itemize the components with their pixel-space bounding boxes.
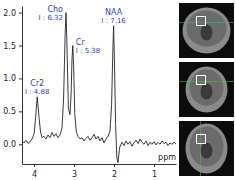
y-axis: 0.0 0.5 1.0 1.5 2.0 — [3, 7, 22, 165]
tick-mark — [154, 164, 155, 167]
mri-background — [179, 3, 234, 58]
tick: 1.0 — [3, 74, 22, 83]
tick-mark — [74, 164, 75, 167]
tick-label: 1.5 — [3, 42, 16, 51]
axis-line — [22, 7, 23, 165]
mri-ventricle — [201, 25, 213, 41]
tick-label: 1 — [152, 170, 157, 179]
tick-mark — [34, 164, 35, 167]
spectrum-line — [22, 13, 176, 163]
mri-brain — [190, 70, 224, 106]
mri-brain — [187, 11, 227, 47]
tick: 1 — [152, 164, 157, 179]
tick-label: 2 — [112, 170, 117, 179]
x-axis-title: ppm — [158, 153, 176, 162]
peak-label: Cr2 — [30, 79, 44, 88]
tick: 0.5 — [3, 107, 22, 116]
mri-ventricle — [201, 143, 213, 159]
peak-label: NAA — [105, 8, 123, 17]
tick-label: 0.5 — [3, 107, 16, 116]
peak-integral: I : 6.32 — [39, 14, 63, 22]
tick-label: 4 — [32, 170, 37, 179]
mri-head — [186, 124, 228, 174]
tick-mark — [19, 111, 22, 112]
tick-mark — [19, 144, 22, 145]
plot-area — [22, 13, 176, 163]
mri-head — [186, 67, 228, 113]
voxel-box — [197, 76, 206, 85]
mri-guide — [179, 22, 234, 23]
tick-mark — [114, 164, 115, 167]
peak-integral: I : 7.16 — [101, 17, 126, 25]
peak-label: Cr — [76, 38, 86, 47]
peak-label: Cho — [47, 5, 63, 14]
mri-background — [179, 62, 234, 117]
mri-ventricle — [201, 84, 213, 100]
background — [0, 0, 235, 180]
peak-integral: I : 5.38 — [76, 47, 100, 55]
mri-panels — [179, 3, 234, 176]
voxel-box — [197, 135, 206, 144]
mri-panel — [179, 121, 234, 176]
tick: 0.0 — [3, 140, 22, 149]
voxel-box — [197, 17, 206, 26]
mri-panel — [179, 62, 234, 117]
mri-guide — [179, 81, 234, 82]
mri-panel — [179, 3, 234, 58]
tick-label: 0.0 — [3, 140, 16, 149]
mri-background — [179, 121, 234, 176]
x-axis: 4 3 2 1 — [23, 164, 177, 179]
tick: 1.5 — [3, 42, 22, 51]
mri-guide — [200, 121, 201, 176]
tick: 4 — [32, 164, 37, 179]
tick-label: 1.0 — [3, 74, 16, 83]
tick-mark — [19, 13, 22, 14]
tick-label: 2.0 — [3, 9, 16, 18]
tick-mark — [19, 46, 22, 47]
mri-head — [183, 8, 231, 54]
mri-brain — [190, 127, 224, 167]
tick-mark — [19, 78, 22, 79]
tick-label: 3 — [72, 170, 77, 179]
tick: 3 — [72, 164, 77, 179]
tick: 2.0 — [3, 9, 22, 18]
tick: 2 — [112, 164, 117, 179]
peak-integral: I : 4.88 — [25, 88, 49, 96]
axis-line — [23, 164, 177, 165]
annotations: Cr2I : 4.88 ChoI : 6.32 CrI : 5.38 NAAI : 7… — [25, 5, 126, 96]
